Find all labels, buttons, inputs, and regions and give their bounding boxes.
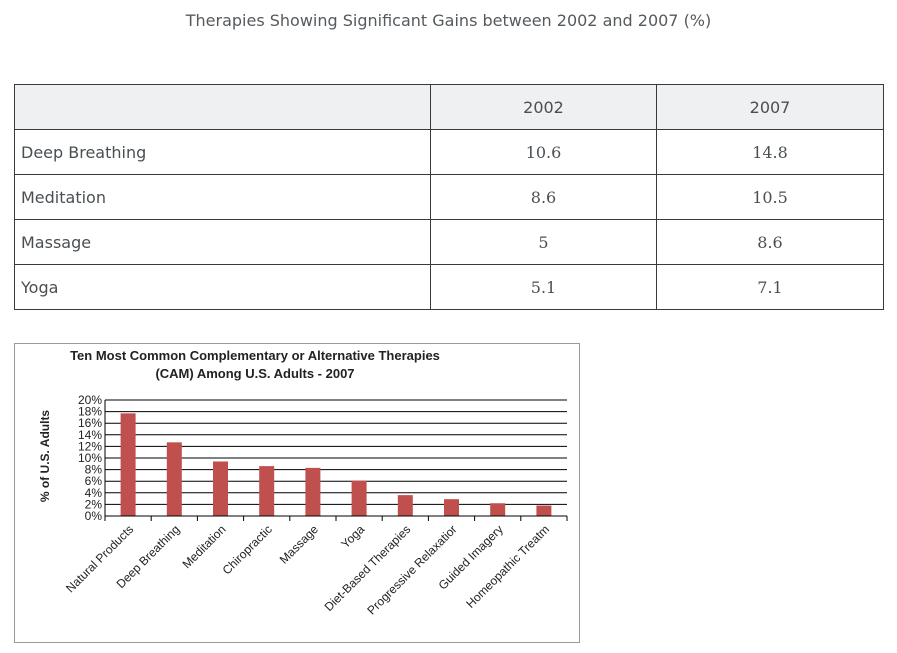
table-row: Meditation 8.6 10.5 [14, 174, 884, 220]
table-corner-cell [14, 84, 431, 130]
y-tick-label: 18% [78, 405, 102, 419]
cell-2007: 8.6 [656, 219, 884, 265]
bar [536, 505, 552, 516]
chart-title-line2: (CAM) Among U.S. Adults - 2007 [155, 366, 354, 381]
table-header-row: 2002 2007 [14, 84, 884, 130]
bar [259, 466, 275, 516]
cell-2002: 5 [430, 219, 657, 265]
bar [397, 495, 413, 516]
bar [166, 442, 182, 516]
y-tick-label: 0% [85, 509, 103, 523]
x-tick-label: Homeopathic Treatm [463, 522, 552, 611]
row-label: Meditation [14, 174, 431, 220]
cell-2007: 7.1 [656, 264, 884, 310]
bar [120, 413, 136, 516]
x-tick-label: Meditation [180, 522, 229, 571]
y-tick-label: 20% [78, 393, 102, 407]
y-tick-label: 8% [85, 463, 103, 477]
bar [444, 499, 459, 516]
column-header-2007: 2007 [656, 84, 884, 130]
row-label: Deep Breathing [14, 129, 431, 175]
x-tick-label: Progressive Relaxatior [364, 522, 459, 617]
y-tick-label: 14% [78, 428, 102, 442]
x-tick-label: Chiropractic [220, 522, 275, 577]
table-row: Deep Breathing 10.6 14.8 [14, 129, 884, 175]
cell-2002: 10.6 [430, 129, 657, 175]
row-label: Yoga [14, 264, 431, 310]
cell-2007: 10.5 [656, 174, 884, 220]
row-label: Massage [14, 219, 431, 265]
y-tick-label: 16% [78, 416, 102, 430]
cell-2002: 5.1 [430, 264, 657, 310]
axes [104, 400, 568, 521]
y-tick-labels: 0%2%4%6%8%10%12%14%16%18%20% [78, 393, 102, 523]
bar-chart: Ten Most Common Complementary or Alterna… [14, 343, 580, 643]
table-row: Yoga 5.1 7.1 [14, 264, 884, 310]
column-header-2002: 2002 [430, 84, 657, 130]
cell-2007: 14.8 [656, 129, 884, 175]
bars [120, 413, 552, 516]
x-tick-label: Massage [277, 522, 322, 567]
x-tick-label: Yoga [338, 522, 367, 551]
gridlines [105, 399, 567, 517]
y-tick-label: 2% [85, 497, 103, 511]
bar [213, 461, 228, 516]
y-tick-label: 12% [78, 439, 102, 453]
y-tick-label: 6% [85, 474, 103, 488]
gains-table: 2002 2007 Deep Breathing 10.6 14.8 Medit… [14, 84, 884, 310]
y-axis-label: % of U.S. Adults [38, 410, 52, 503]
bar [305, 467, 321, 516]
cell-2002: 8.6 [430, 174, 657, 220]
bar-chart-svg: Ten Most Common Complementary or Alterna… [38, 348, 568, 617]
table-row: Massage 5 8.6 [14, 219, 884, 265]
page-title: Therapies Showing Significant Gains betw… [185, 11, 712, 30]
y-tick-label: 4% [85, 486, 103, 500]
x-tick-label: Diet-Based Therapies [322, 522, 414, 614]
chart-title-line1: Ten Most Common Complementary or Alterna… [70, 348, 440, 363]
bar [490, 503, 506, 516]
bar [351, 480, 367, 516]
y-tick-label: 10% [78, 451, 102, 465]
